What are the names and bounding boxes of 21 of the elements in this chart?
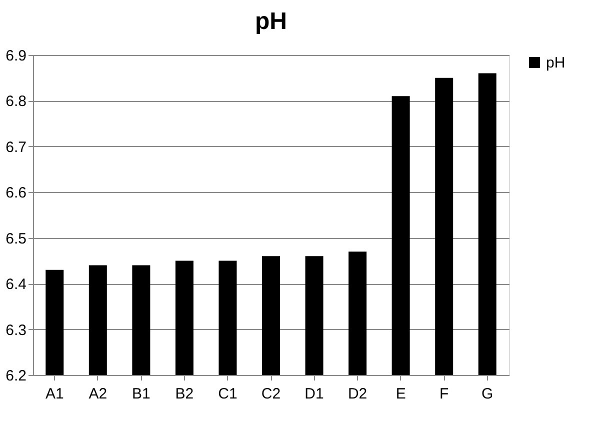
x-tick-label: D1 xyxy=(304,386,324,402)
y-tick-label: 6.9 xyxy=(6,48,26,64)
y-tick-label: 6.5 xyxy=(6,230,26,248)
x-tick-label: C2 xyxy=(261,386,281,402)
x-tick-label: B2 xyxy=(175,386,194,402)
x-tick-label: E xyxy=(396,386,406,402)
legend-label: pH xyxy=(546,54,566,72)
x-tick-label: D2 xyxy=(348,386,368,402)
y-tick-label: 6.2 xyxy=(6,368,26,384)
x-tick-label: F xyxy=(440,386,449,402)
x-tick-label: A1 xyxy=(45,386,64,402)
y-tick-label: 6.6 xyxy=(6,184,26,202)
x-tick-label: B1 xyxy=(132,386,150,402)
x-tick-label: A2 xyxy=(88,386,108,402)
x-tick-label: C1 xyxy=(218,386,238,402)
chart-title: pH xyxy=(255,8,287,35)
y-tick-label: 6.4 xyxy=(6,276,26,294)
y-tick-label: 6.7 xyxy=(6,138,26,156)
y-tick-label: 6.3 xyxy=(6,322,26,339)
x-tick-label: G xyxy=(482,386,494,402)
y-tick-label: 6.8 xyxy=(6,93,26,110)
